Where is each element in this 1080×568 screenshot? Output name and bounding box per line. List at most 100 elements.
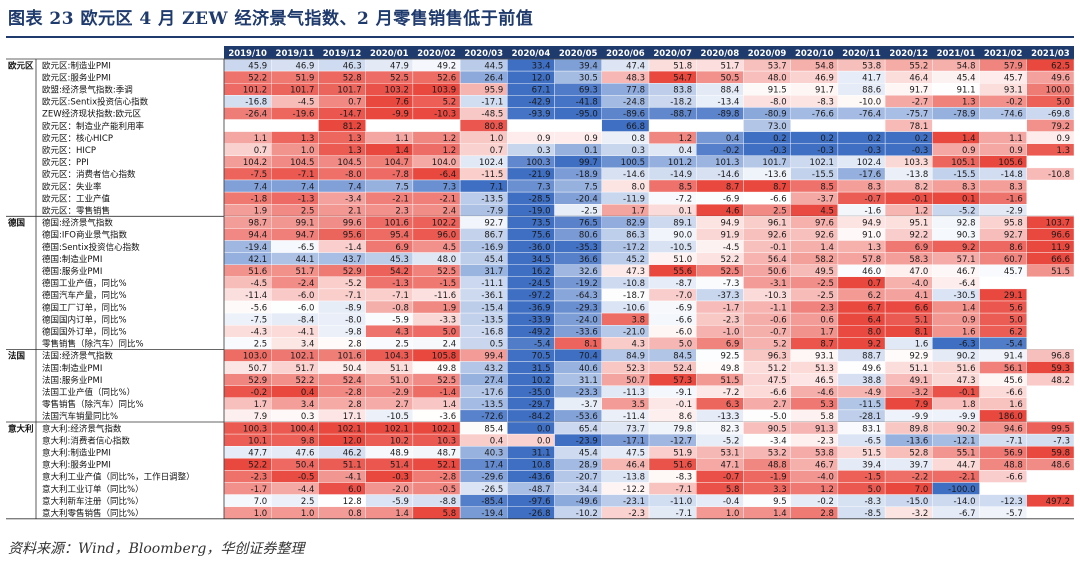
- row-label: 法国汽车销量同比%: [42, 411, 118, 422]
- cell-value: 45.4: [579, 449, 598, 459]
- row-label: 意大利:服务业PMI: [42, 460, 111, 471]
- cell-value: 47.3: [957, 376, 976, 386]
- cell-value: 46.7: [957, 267, 976, 277]
- cell-value: -49.2: [529, 328, 551, 338]
- cell-value: 92.6: [815, 231, 834, 241]
- cell-value: -2.5: [817, 279, 834, 289]
- cell-value: 51.1: [390, 364, 409, 374]
- cell-value: 70.5: [532, 352, 551, 362]
- cell-value: 101.2: [668, 158, 692, 168]
- cell-value: 104.3: [385, 352, 409, 362]
- cell-value: 83.8: [673, 86, 692, 96]
- cell-value: 96.3: [768, 352, 787, 362]
- cell-value: -15.5: [812, 170, 834, 180]
- cell-value: 50.4: [296, 461, 315, 471]
- cell-value: -8.0: [345, 315, 362, 325]
- column-header: 2020/07: [653, 49, 692, 59]
- cell-value: -11.6: [434, 291, 456, 301]
- cell-value: 2.5: [301, 207, 315, 217]
- cell-value: -93.9: [529, 110, 551, 120]
- cell-value: 1.7: [820, 328, 834, 338]
- cell-value: 0.2: [915, 134, 929, 144]
- cell-value: -20.7: [576, 473, 598, 483]
- cell-value: 5.2: [773, 340, 787, 350]
- cell-value: 30.5: [579, 73, 598, 83]
- cell-value: 8.5: [820, 182, 834, 192]
- cell-value: 84.5: [673, 352, 692, 362]
- cell-value: 78.1: [909, 122, 928, 132]
- cell-value: 8.0: [868, 328, 882, 338]
- cell-value: 62.5: [1051, 61, 1070, 71]
- cell-value: 1.4: [962, 303, 976, 313]
- cell-value: 95.9: [484, 86, 503, 96]
- cell-value: -2.8: [345, 388, 362, 398]
- cell-value: -1.7: [251, 485, 268, 495]
- cell-value: -8.3: [817, 98, 834, 108]
- cell-value: 0.3: [537, 146, 551, 156]
- cell-value: -0.2: [723, 146, 740, 156]
- cell-value: 54.2: [390, 267, 409, 277]
- cell-value: 93.1: [1004, 86, 1023, 96]
- cell-value: -11.9: [623, 194, 645, 204]
- cell-value: 32.6: [579, 267, 598, 277]
- cell-value: 94.9: [721, 219, 740, 229]
- cell-value: -1.7: [723, 303, 740, 313]
- cell-value: 58.3: [909, 255, 928, 265]
- cell-value: 1.9: [443, 303, 457, 313]
- cell-value: -13.5: [481, 400, 503, 410]
- cell-value: 45.2: [626, 255, 645, 265]
- cell-value: 0.3: [301, 412, 315, 422]
- cell-value: 94.9: [862, 219, 881, 229]
- cell-value: -6.3: [959, 340, 976, 350]
- cell-value: 102.1: [290, 352, 314, 362]
- cell-value: 4.3: [631, 340, 645, 350]
- cell-value: 102.4: [857, 158, 881, 168]
- cell-value: -6.7: [959, 509, 976, 519]
- cell-value: -1.5: [440, 279, 457, 289]
- cell-value: -1.3: [298, 194, 315, 204]
- cell-value: 43.2: [484, 364, 503, 374]
- cell-value: -2.3: [817, 436, 834, 446]
- cell-value: -78.9: [954, 110, 976, 120]
- cell-value: 1.2: [679, 134, 693, 144]
- cell-value: 51.4: [390, 461, 409, 471]
- cell-value: -0.1: [912, 194, 929, 204]
- cell-value: -72.6: [481, 412, 503, 422]
- cell-value: 1.6: [1009, 400, 1023, 410]
- cell-value: 6.9: [915, 243, 929, 253]
- cell-value: -7.0: [676, 291, 693, 301]
- cell-value: 1.3: [868, 243, 882, 253]
- cell-value: 95.4: [390, 231, 409, 241]
- cell-value: 66.6: [1051, 255, 1070, 265]
- cell-value: 12.0: [532, 73, 551, 83]
- row-label: 德国:经济景气指数: [42, 218, 113, 229]
- cell-value: 50.5: [721, 73, 740, 83]
- row-label: 意大利工业订单（同比%）: [42, 484, 144, 495]
- cell-value: 51.9: [296, 73, 315, 83]
- cell-value: 186.0: [998, 412, 1022, 422]
- cell-value: 9.2: [868, 340, 882, 350]
- cell-value: 0.1: [679, 207, 693, 217]
- column-header: 2020/04: [512, 49, 551, 59]
- cell-value: 105.6: [998, 158, 1022, 168]
- cell-value: 0.4: [679, 146, 693, 156]
- header-band: [224, 46, 1074, 59]
- cell-value: 1.3: [348, 146, 362, 156]
- cell-value: 0.9: [1009, 146, 1023, 156]
- cell-value: -10.5: [670, 243, 692, 253]
- cell-value: 0.4: [301, 388, 315, 398]
- cell-value: 103.2: [385, 86, 409, 96]
- cell-value: 70.4: [579, 352, 598, 362]
- cell-value: 103.7: [1046, 219, 1070, 229]
- cell-value: -12.2: [623, 485, 645, 495]
- column-header: 2020/03: [464, 49, 503, 59]
- cell-value: 2.8: [348, 340, 362, 350]
- cell-value: -29.3: [576, 303, 598, 313]
- cell-value: -64.3: [576, 291, 598, 301]
- cell-value: 1.6: [915, 340, 929, 350]
- cell-value: 105.1: [951, 158, 975, 168]
- cell-value: 52.5: [437, 376, 456, 386]
- cell-value: -100.0: [948, 485, 975, 495]
- cell-value: 73.7: [626, 424, 645, 434]
- row-label: 欧元区：失业率: [42, 181, 102, 192]
